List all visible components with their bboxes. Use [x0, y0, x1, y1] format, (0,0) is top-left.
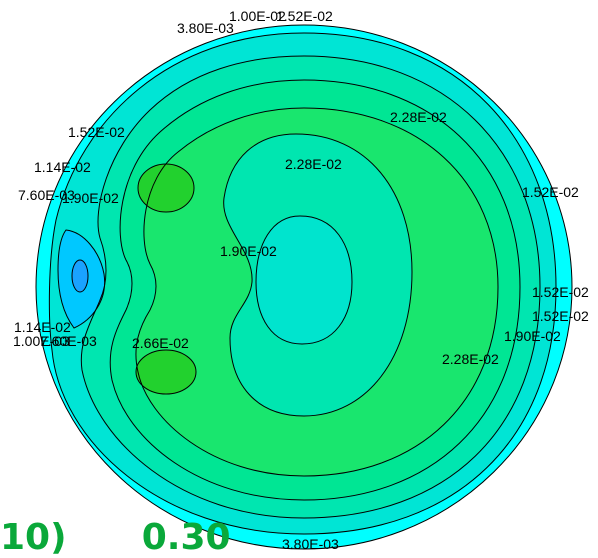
contour-line-left-low — [57, 229, 106, 329]
contour-line-outer — [35, 24, 573, 550]
contour-line-2 — [80, 55, 541, 519]
label-left-100: 1.00E-03 — [13, 333, 70, 349]
label-left-190: 1.90E-02 — [62, 190, 119, 206]
contour-line-center-low — [255, 215, 353, 345]
label-right-152-a: 1.52E-02 — [532, 284, 589, 300]
contour-line-4 — [135, 107, 499, 477]
label-top-152: 1.52E-02 — [276, 8, 333, 24]
label-center-228: 2.28E-02 — [285, 156, 342, 172]
contour-line-3 — [109, 79, 521, 501]
label-left-114: 1.14E-02 — [34, 159, 91, 175]
label-right-190: 1.90E-02 — [504, 328, 561, 344]
label-bottom-380: 3.80E-03 — [282, 536, 339, 551]
contour-line-1 — [48, 32, 557, 535]
label-top-100: 1.00E-02 — [229, 8, 286, 24]
contour-line-center — [223, 133, 413, 417]
left-min-region — [72, 260, 88, 292]
label-right-228: 2.28E-02 — [442, 351, 499, 367]
center-low-region — [256, 216, 352, 344]
contour-line-peak-lower — [135, 349, 197, 395]
label-left-760-b: 7.60E-03 — [40, 333, 97, 349]
label-right-152: 1.52E-02 — [522, 184, 579, 200]
peak-island-lower — [136, 350, 196, 394]
label-upper-right-228: 2.28E-02 — [390, 109, 447, 125]
label-top-380: 3.80E-03 — [177, 20, 234, 36]
label-right-152-b: 1.52E-02 — [532, 308, 589, 324]
contour-line-peak-upper — [137, 163, 195, 213]
label-peak-266: 2.66E-02 — [132, 335, 189, 351]
label-left-152: 1.52E-02 — [68, 124, 125, 140]
label-left-114-b: 1.14E-02 — [14, 319, 71, 335]
peak-island-upper — [138, 164, 194, 212]
bottom-caption: 10) 0.30 — [0, 517, 231, 558]
label-center-190: 1.90E-02 — [220, 243, 277, 259]
contour-line-left-min — [71, 259, 89, 293]
label-left-760: 7.60E-03 — [18, 187, 75, 203]
